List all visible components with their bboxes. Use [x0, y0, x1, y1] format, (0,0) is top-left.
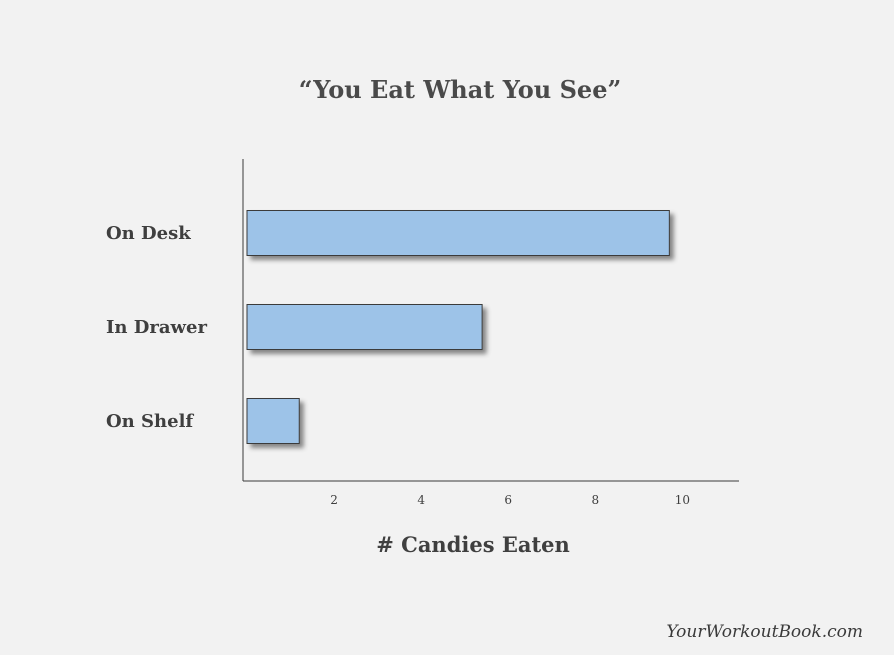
category-label: In Drawer: [106, 317, 207, 338]
category-label: On Desk: [106, 223, 191, 244]
bar-on-shelf: [246, 398, 300, 444]
x-tick-label: 6: [504, 493, 512, 507]
x-tick-label: 4: [417, 493, 425, 507]
category-labels: On Desk In Drawer On Shelf: [106, 223, 207, 432]
x-tick-label: 8: [591, 493, 599, 507]
x-tick-label: 10: [675, 493, 690, 507]
chart-title: “You Eat What You See”: [299, 75, 622, 104]
x-tick-label: 2: [330, 493, 338, 507]
x-tick-labels: 2 4 6 8 10: [330, 493, 690, 507]
bar-on-desk: [246, 210, 670, 256]
x-axis-label: # Candies Eaten: [376, 532, 570, 557]
credit-text: YourWorkoutBook.com: [666, 622, 863, 642]
category-label: On Shelf: [106, 411, 194, 432]
bar-in-drawer: [246, 304, 483, 350]
bars-layer: [246, 210, 670, 444]
